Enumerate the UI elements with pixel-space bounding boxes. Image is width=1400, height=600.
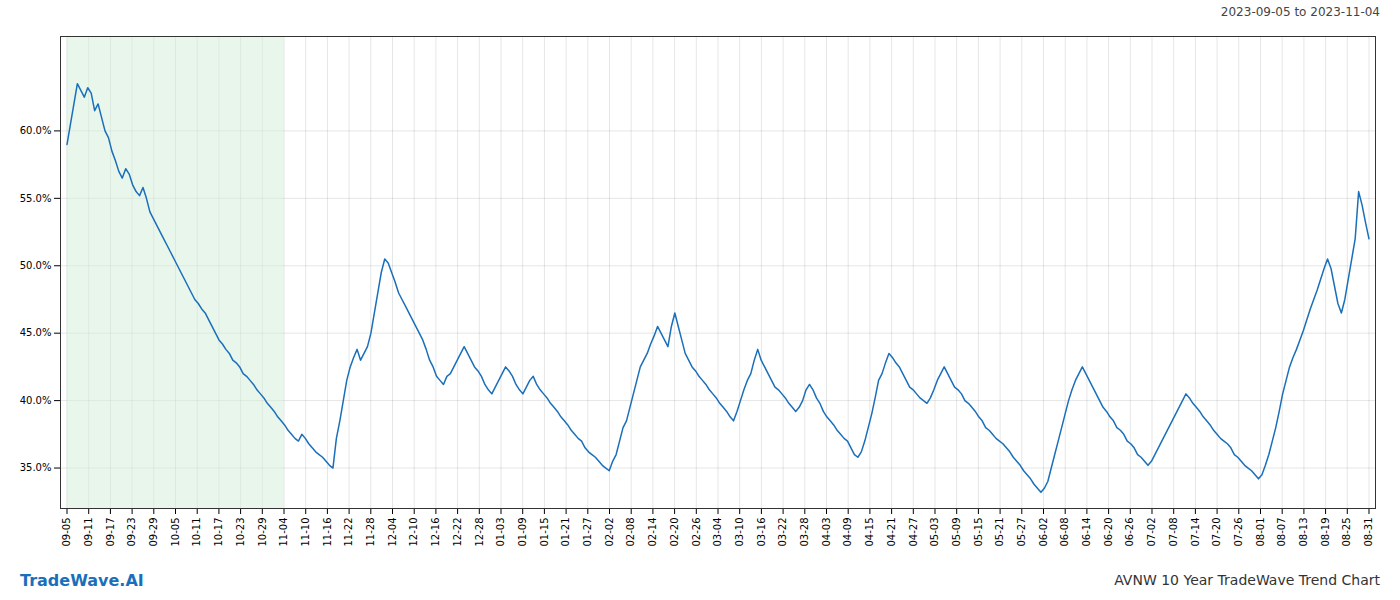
svg-text:09-29: 09-29 (148, 518, 159, 547)
svg-text:05-15: 05-15 (973, 518, 984, 547)
svg-text:60.0%: 60.0% (20, 125, 52, 136)
svg-text:05-27: 05-27 (1016, 518, 1027, 547)
svg-text:08-31: 08-31 (1363, 518, 1374, 547)
svg-text:35.0%: 35.0% (20, 462, 52, 473)
svg-text:02-20: 02-20 (669, 518, 680, 547)
svg-text:01-27: 01-27 (582, 518, 593, 547)
svg-text:03-10: 03-10 (734, 518, 745, 547)
svg-text:01-21: 01-21 (560, 518, 571, 547)
svg-text:08-25: 08-25 (1341, 518, 1352, 547)
svg-text:50.0%: 50.0% (20, 260, 52, 271)
svg-text:07-02: 07-02 (1146, 518, 1157, 547)
svg-text:06-08: 06-08 (1059, 518, 1070, 547)
svg-text:02-08: 02-08 (625, 518, 636, 547)
svg-text:08-07: 08-07 (1276, 518, 1287, 547)
svg-text:12-16: 12-16 (430, 518, 441, 547)
svg-text:12-22: 12-22 (452, 518, 463, 547)
svg-text:08-13: 08-13 (1298, 518, 1309, 547)
svg-text:10-05: 10-05 (170, 518, 181, 547)
svg-text:05-03: 05-03 (929, 518, 940, 547)
svg-text:04-27: 04-27 (907, 518, 918, 547)
svg-text:09-05: 09-05 (61, 518, 72, 547)
svg-text:40.0%: 40.0% (20, 395, 52, 406)
svg-text:07-14: 07-14 (1190, 518, 1201, 547)
svg-text:11-04: 11-04 (278, 518, 289, 547)
svg-text:03-16: 03-16 (756, 518, 767, 547)
svg-text:04-15: 04-15 (864, 518, 875, 547)
html-text:2023-09-05 to 2023-11-04: 2023-09-05 to 2023-11-04 (1220, 5, 1380, 19)
svg-text:09-17: 09-17 (105, 518, 116, 547)
svg-text:55.0%: 55.0% (20, 193, 52, 204)
svg-text:12-28: 12-28 (474, 518, 485, 547)
svg-text:10-23: 10-23 (235, 518, 246, 547)
svg-text:05-09: 05-09 (951, 518, 962, 547)
svg-text:03-28: 03-28 (799, 518, 810, 547)
svg-text:11-28: 11-28 (365, 518, 376, 547)
svg-text:04-09: 04-09 (842, 518, 853, 547)
svg-text:09-23: 09-23 (126, 518, 137, 547)
svg-text:12-04: 12-04 (387, 518, 398, 547)
svg-text:12-10: 12-10 (408, 518, 419, 547)
svg-text:06-14: 06-14 (1081, 518, 1092, 547)
svg-text:10-11: 10-11 (191, 518, 202, 547)
svg-text:11-16: 11-16 (322, 518, 333, 547)
svg-text:11-10: 11-10 (300, 518, 311, 547)
svg-text:02-02: 02-02 (604, 518, 615, 547)
svg-text:02-26: 02-26 (691, 518, 702, 547)
svg-text:02-14: 02-14 (647, 518, 658, 547)
svg-text:08-19: 08-19 (1320, 518, 1331, 547)
svg-text:01-09: 01-09 (517, 518, 528, 547)
svg-text:07-26: 07-26 (1233, 518, 1244, 547)
svg-text:45.0%: 45.0% (20, 327, 52, 338)
svg-text:10-17: 10-17 (213, 518, 224, 547)
svg-text:06-26: 06-26 (1124, 518, 1135, 547)
svg-text:08-01: 08-01 (1255, 518, 1266, 547)
svg-text:07-08: 07-08 (1168, 518, 1179, 547)
svg-text:06-20: 06-20 (1103, 518, 1114, 547)
svg-text:04-21: 04-21 (886, 518, 897, 547)
html-text:AVNW 10 Year TradeWave Trend C: AVNW 10 Year TradeWave Trend Chart (1114, 572, 1380, 588)
html-text:TradeWave.AI: TradeWave.AI (20, 570, 144, 590)
svg-text:11-22: 11-22 (343, 518, 354, 547)
svg-text:03-22: 03-22 (777, 518, 788, 547)
svg-text:10-29: 10-29 (257, 518, 268, 547)
svg-text:01-15: 01-15 (539, 518, 550, 547)
svg-text:07-20: 07-20 (1211, 518, 1222, 547)
svg-text:06-02: 06-02 (1038, 518, 1049, 547)
svg-text:04-03: 04-03 (821, 518, 832, 547)
svg-text:01-03: 01-03 (495, 518, 506, 547)
svg-text:03-04: 03-04 (712, 518, 723, 547)
svg-text:09-11: 09-11 (83, 518, 94, 547)
svg-text:05-21: 05-21 (994, 518, 1005, 547)
